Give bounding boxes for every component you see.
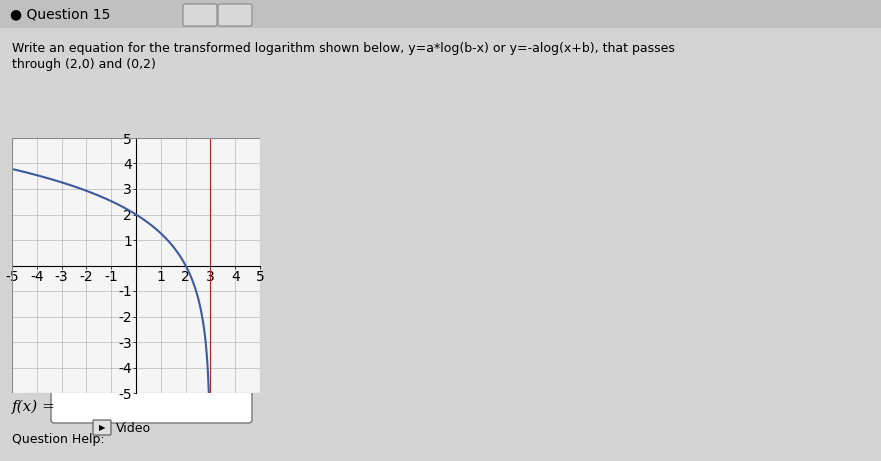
FancyBboxPatch shape: [183, 4, 217, 26]
FancyBboxPatch shape: [93, 420, 111, 435]
Bar: [0, 0, 881, 28]
Text: Q: Q: [242, 372, 252, 385]
Text: through (2,0) and (0,2): through (2,0) and (0,2): [12, 58, 156, 71]
Text: Write an equation for the transformed logarithm shown below, y=a*log(b-x) or y=-: Write an equation for the transformed lo…: [12, 42, 675, 55]
FancyBboxPatch shape: [218, 4, 252, 26]
FancyBboxPatch shape: [51, 391, 252, 423]
Text: f(x) =: f(x) =: [12, 400, 56, 414]
Text: ● Question 15: ● Question 15: [10, 7, 110, 21]
Text: Video: Video: [116, 421, 152, 435]
Text: ▶: ▶: [99, 424, 105, 432]
Text: Question Help:: Question Help:: [12, 433, 105, 446]
